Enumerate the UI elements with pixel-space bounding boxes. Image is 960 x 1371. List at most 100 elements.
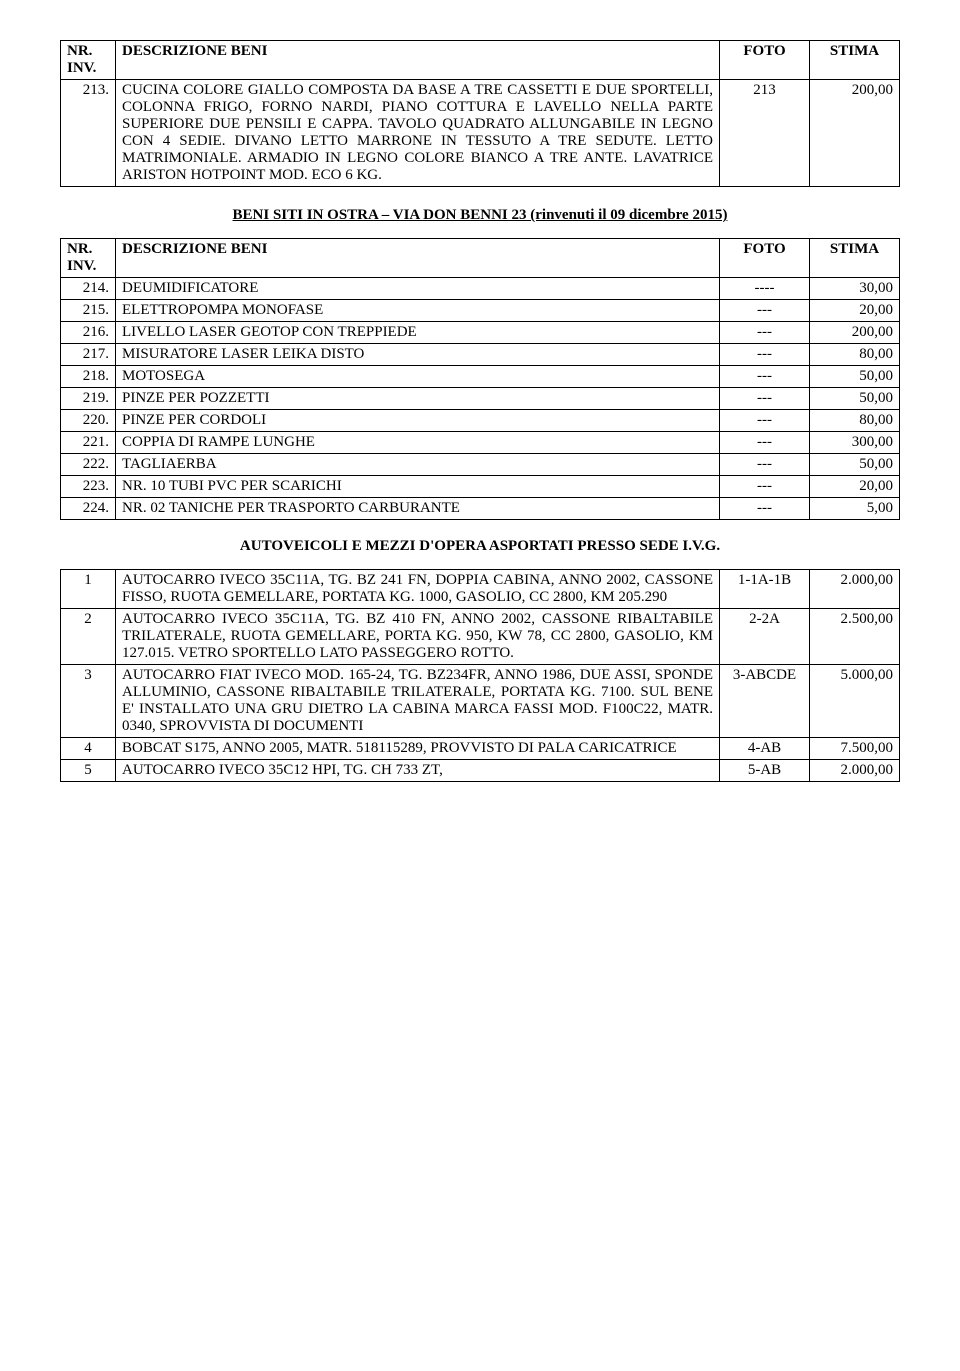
cell-nr: 216. xyxy=(61,322,116,344)
cell-foto: 4-AB xyxy=(720,738,810,760)
cell-stima: 5,00 xyxy=(810,498,900,520)
cell-desc: NR. 02 TANICHE PER TRASPORTO CARBURANTE xyxy=(116,498,720,520)
cell-nr: 3 xyxy=(61,665,116,738)
table-first: NR. INV. DESCRIZIONE BENI FOTO STIMA 213… xyxy=(60,40,900,187)
header-foto: FOTO xyxy=(720,239,810,278)
cell-desc: TAGLIAERBA xyxy=(116,454,720,476)
cell-foto: 2-2A xyxy=(720,609,810,665)
cell-nr: 214. xyxy=(61,278,116,300)
cell-foto: --- xyxy=(720,498,810,520)
cell-foto: --- xyxy=(720,476,810,498)
table-row: 222.TAGLIAERBA---50,00 xyxy=(61,454,900,476)
cell-desc: AUTOCARRO IVECO 35C11A, TG. BZ 241 FN, D… xyxy=(116,570,720,609)
cell-stima: 30,00 xyxy=(810,278,900,300)
cell-nr: 5 xyxy=(61,760,116,782)
cell-stima: 2.000,00 xyxy=(810,760,900,782)
cell-stima: 80,00 xyxy=(810,344,900,366)
cell-stima: 200,00 xyxy=(810,80,900,187)
table-row: 4BOBCAT S175, ANNO 2005, MATR. 518115289… xyxy=(61,738,900,760)
cell-foto: 213 xyxy=(720,80,810,187)
header-stima: STIMA xyxy=(810,239,900,278)
cell-desc: DEUMIDIFICATORE xyxy=(116,278,720,300)
cell-foto: --- xyxy=(720,432,810,454)
cell-nr: 215. xyxy=(61,300,116,322)
cell-foto: ---- xyxy=(720,278,810,300)
cell-foto: --- xyxy=(720,454,810,476)
table-header-row: NR. INV. DESCRIZIONE BENI FOTO STIMA xyxy=(61,239,900,278)
cell-nr: 1 xyxy=(61,570,116,609)
cell-nr: 4 xyxy=(61,738,116,760)
table-row: 5AUTOCARRO IVECO 35C12 HPI, TG. CH 733 Z… xyxy=(61,760,900,782)
cell-foto: --- xyxy=(720,322,810,344)
cell-stima: 5.000,00 xyxy=(810,665,900,738)
header-nr: NR. INV. xyxy=(61,41,116,80)
cell-desc: AUTOCARRO IVECO 35C12 HPI, TG. CH 733 ZT… xyxy=(116,760,720,782)
table-row: 221.COPPIA DI RAMPE LUNGHE---300,00 xyxy=(61,432,900,454)
cell-stima: 300,00 xyxy=(810,432,900,454)
cell-nr: 219. xyxy=(61,388,116,410)
cell-nr: 220. xyxy=(61,410,116,432)
cell-desc: COPPIA DI RAMPE LUNGHE xyxy=(116,432,720,454)
cell-stima: 2.000,00 xyxy=(810,570,900,609)
cell-nr: 2 xyxy=(61,609,116,665)
table-row: 224.NR. 02 TANICHE PER TRASPORTO CARBURA… xyxy=(61,498,900,520)
table-autoveicoli: 1AUTOCARRO IVECO 35C11A, TG. BZ 241 FN, … xyxy=(60,569,900,782)
cell-stima: 50,00 xyxy=(810,366,900,388)
cell-foto: --- xyxy=(720,366,810,388)
cell-desc: PINZE PER CORDOLI xyxy=(116,410,720,432)
cell-nr: 222. xyxy=(61,454,116,476)
cell-stima: 20,00 xyxy=(810,476,900,498)
cell-desc: AUTOCARRO FIAT IVECO MOD. 165-24, TG. BZ… xyxy=(116,665,720,738)
table-row: 217.MISURATORE LASER LEIKA DISTO---80,00 xyxy=(61,344,900,366)
table-row: 1AUTOCARRO IVECO 35C11A, TG. BZ 241 FN, … xyxy=(61,570,900,609)
cell-desc: NR. 10 TUBI PVC PER SCARICHI xyxy=(116,476,720,498)
cell-foto: 1-1A-1B xyxy=(720,570,810,609)
table-row: 220.PINZE PER CORDOLI---80,00 xyxy=(61,410,900,432)
cell-desc: ELETTROPOMPA MONOFASE xyxy=(116,300,720,322)
cell-foto: 3-ABCDE xyxy=(720,665,810,738)
table-row: 223.NR. 10 TUBI PVC PER SCARICHI---20,00 xyxy=(61,476,900,498)
table-row: 216.LIVELLO LASER GEOTOP CON TREPPIEDE--… xyxy=(61,322,900,344)
cell-foto: --- xyxy=(720,300,810,322)
cell-desc: MOTOSEGA xyxy=(116,366,720,388)
cell-foto: --- xyxy=(720,410,810,432)
section-beni-ostra-title: BENI SITI IN OSTRA – VIA DON BENNI 23 (r… xyxy=(60,207,900,224)
cell-nr: 223. xyxy=(61,476,116,498)
header-desc: DESCRIZIONE BENI xyxy=(116,239,720,278)
table-row: 2AUTOCARRO IVECO 35C11A, TG. BZ 410 FN, … xyxy=(61,609,900,665)
cell-stima: 7.500,00 xyxy=(810,738,900,760)
cell-desc: LIVELLO LASER GEOTOP CON TREPPIEDE xyxy=(116,322,720,344)
table-header-row: NR. INV. DESCRIZIONE BENI FOTO STIMA xyxy=(61,41,900,80)
cell-stima: 50,00 xyxy=(810,454,900,476)
cell-stima: 2.500,00 xyxy=(810,609,900,665)
table-row: 214.DEUMIDIFICATORE----30,00 xyxy=(61,278,900,300)
table-beni-ostra: NR. INV. DESCRIZIONE BENI FOTO STIMA 214… xyxy=(60,238,900,520)
table-row: 219.PINZE PER POZZETTI---50,00 xyxy=(61,388,900,410)
cell-stima: 20,00 xyxy=(810,300,900,322)
table-row: 215.ELETTROPOMPA MONOFASE---20,00 xyxy=(61,300,900,322)
cell-nr: 213. xyxy=(61,80,116,187)
cell-desc: MISURATORE LASER LEIKA DISTO xyxy=(116,344,720,366)
header-foto: FOTO xyxy=(720,41,810,80)
table-row: 213. CUCINA COLORE GIALLO COMPOSTA DA BA… xyxy=(61,80,900,187)
cell-foto: --- xyxy=(720,344,810,366)
cell-foto: 5-AB xyxy=(720,760,810,782)
section-autoveicoli-title: AUTOVEICOLI E MEZZI D'OPERA ASPORTATI PR… xyxy=(60,538,900,555)
cell-nr: 221. xyxy=(61,432,116,454)
header-nr: NR. INV. xyxy=(61,239,116,278)
cell-stima: 80,00 xyxy=(810,410,900,432)
cell-desc: AUTOCARRO IVECO 35C11A, TG. BZ 410 FN, A… xyxy=(116,609,720,665)
cell-stima: 200,00 xyxy=(810,322,900,344)
cell-stima: 50,00 xyxy=(810,388,900,410)
cell-nr: 218. xyxy=(61,366,116,388)
cell-nr: 224. xyxy=(61,498,116,520)
cell-desc: BOBCAT S175, ANNO 2005, MATR. 518115289,… xyxy=(116,738,720,760)
cell-foto: --- xyxy=(720,388,810,410)
cell-nr: 217. xyxy=(61,344,116,366)
cell-desc: CUCINA COLORE GIALLO COMPOSTA DA BASE A … xyxy=(116,80,720,187)
table-row: 218.MOTOSEGA---50,00 xyxy=(61,366,900,388)
table-row: 3AUTOCARRO FIAT IVECO MOD. 165-24, TG. B… xyxy=(61,665,900,738)
header-stima: STIMA xyxy=(810,41,900,80)
cell-desc: PINZE PER POZZETTI xyxy=(116,388,720,410)
header-desc: DESCRIZIONE BENI xyxy=(116,41,720,80)
